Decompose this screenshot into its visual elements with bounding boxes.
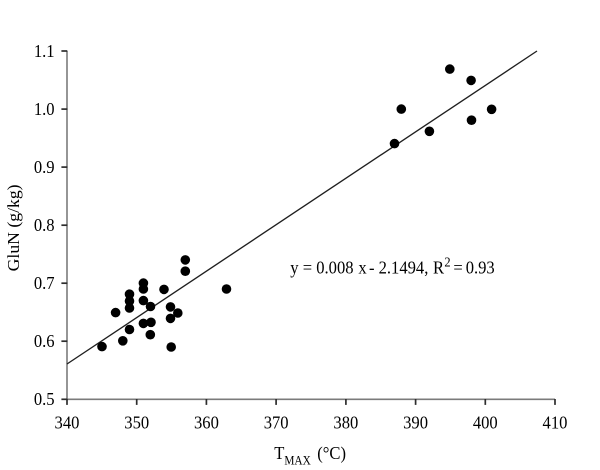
svg-text:0.7: 0.7 bbox=[34, 274, 55, 294]
svg-text:0.9: 0.9 bbox=[34, 157, 55, 177]
svg-text:0.6: 0.6 bbox=[34, 332, 55, 352]
svg-text:350: 350 bbox=[124, 413, 149, 433]
svg-text:390: 390 bbox=[403, 413, 428, 433]
svg-text:340: 340 bbox=[55, 413, 80, 433]
svg-text:400: 400 bbox=[473, 413, 498, 433]
svg-text:1.0: 1.0 bbox=[34, 99, 55, 119]
svg-text:GluN (g/kg): GluN (g/kg) bbox=[4, 184, 22, 271]
svg-text:1.1: 1.1 bbox=[34, 41, 55, 61]
svg-text:0.5: 0.5 bbox=[34, 390, 55, 410]
svg-text:360: 360 bbox=[194, 413, 219, 433]
svg-text:370: 370 bbox=[264, 413, 289, 433]
svg-text:0.8: 0.8 bbox=[34, 216, 55, 236]
svg-text:410: 410 bbox=[543, 413, 568, 433]
svg-text:380: 380 bbox=[333, 413, 358, 433]
